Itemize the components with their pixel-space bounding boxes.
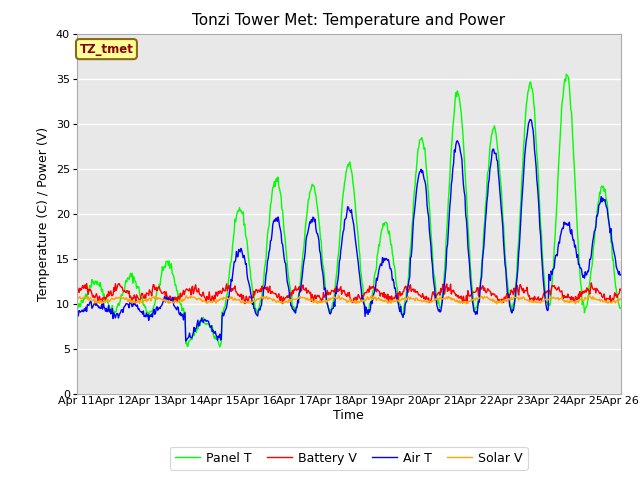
Panel T (139, 298, 147, 304)
Battery V (431, 296, 439, 302)
Y-axis label: Temperature (C) / Power (V): Temperature (C) / Power (V) (37, 127, 50, 300)
Battery V (73, 287, 81, 292)
Solar V (335, 292, 342, 298)
Panel T (73, 304, 81, 310)
Panel T (617, 305, 625, 311)
Solar V (431, 296, 439, 302)
Text: TZ_tmet: TZ_tmet (79, 43, 133, 56)
Panel T (416, 137, 424, 143)
Battery V (588, 280, 595, 286)
Battery V (416, 292, 424, 298)
Battery V (223, 281, 230, 287)
Battery V (83, 281, 90, 287)
Battery V (139, 291, 147, 297)
Line: Battery V: Battery V (77, 283, 621, 303)
Battery V (194, 288, 202, 294)
Solar V (73, 297, 81, 303)
Battery V (617, 287, 625, 293)
Solar V (617, 296, 625, 302)
Panel T (216, 344, 223, 349)
Solar V (194, 296, 202, 301)
Panel T (563, 72, 570, 77)
Line: Panel T: Panel T (77, 74, 621, 347)
Battery V (241, 300, 248, 306)
Air T (526, 117, 534, 122)
Air T (617, 272, 625, 278)
Air T (182, 338, 189, 344)
Panel T (223, 290, 231, 296)
Legend: Panel T, Battery V, Air T, Solar V: Panel T, Battery V, Air T, Solar V (170, 447, 528, 469)
Air T (195, 323, 202, 329)
Solar V (139, 300, 147, 305)
Line: Solar V: Solar V (77, 295, 621, 304)
Air T (431, 297, 439, 302)
Solar V (83, 295, 90, 301)
Solar V (463, 301, 470, 307)
X-axis label: Time: Time (333, 409, 364, 422)
Air T (139, 311, 147, 317)
Panel T (431, 281, 439, 287)
Solar V (416, 298, 424, 303)
Line: Air T: Air T (77, 120, 621, 341)
Air T (83, 309, 90, 314)
Air T (223, 300, 231, 305)
Air T (416, 169, 424, 175)
Panel T (83, 294, 90, 300)
Panel T (194, 326, 202, 332)
Title: Tonzi Tower Met: Temperature and Power: Tonzi Tower Met: Temperature and Power (192, 13, 506, 28)
Solar V (223, 297, 230, 302)
Air T (73, 309, 81, 315)
